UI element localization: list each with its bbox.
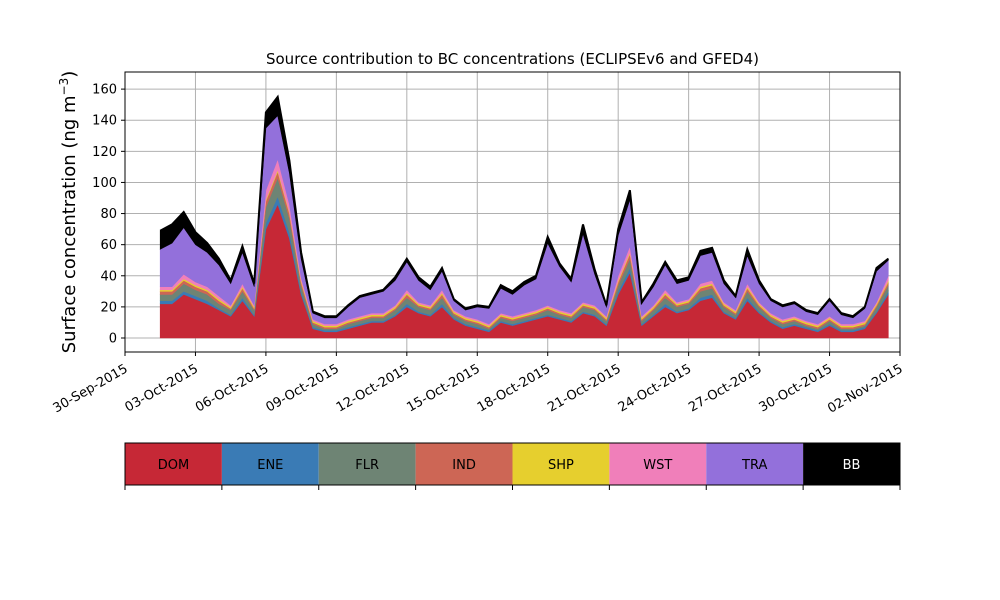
legend-swatch-tra (706, 443, 804, 485)
x-axis: 30-Sep-201503-Oct-201506-Oct-201509-Oct-… (51, 352, 906, 417)
y-axis-label: Surface concentration (ng m−3) (57, 71, 80, 354)
y-tick-label: 0 (109, 332, 117, 347)
legend-label-wst: WST (643, 458, 672, 473)
legend-label-flr: FLR (355, 458, 379, 473)
stacked-areas (159, 94, 889, 339)
x-tick-label: 15-Oct-2015 (404, 362, 482, 416)
x-tick-label: 27-Oct-2015 (686, 362, 764, 416)
legend-swatch-shp (512, 443, 610, 485)
x-tick-label: 03-Oct-2015 (123, 362, 201, 416)
legend-label-ind: IND (452, 458, 476, 473)
x-tick-label: 02-Nov-2015 (825, 362, 905, 417)
y-tick-label: 120 (92, 145, 117, 160)
legend-label-shp: SHP (548, 458, 574, 473)
x-tick-label: 09-Oct-2015 (263, 362, 341, 416)
y-tick-label: 40 (100, 269, 117, 284)
x-tick-label: 24-Oct-2015 (616, 362, 694, 416)
x-tick-label: 30-Oct-2015 (757, 362, 835, 416)
y-tick-label: 60 (100, 238, 117, 253)
y-tick-label: 100 (92, 176, 117, 191)
legend-swatch-flr (318, 443, 416, 485)
x-tick-label: 12-Oct-2015 (334, 362, 412, 416)
legend-label-bb: BB (843, 458, 861, 473)
y-axis-label-exponent: −3 (57, 78, 71, 96)
x-tick-label: 21-Oct-2015 (545, 362, 623, 416)
legend-label-tra: TRA (741, 458, 767, 473)
legend-label-dom: DOM (158, 458, 189, 473)
chart-title: Source contribution to BC concentrations… (266, 50, 759, 68)
y-tick-label: 140 (92, 114, 117, 129)
x-tick-label: 30-Sep-2015 (51, 362, 131, 417)
x-tick-label: 06-Oct-2015 (193, 362, 271, 416)
legend: DOM ENE FLR IND SHP WST TRA BB (124, 442, 901, 490)
legend-swatch-ene (221, 443, 319, 485)
y-axis-label-close: ) (59, 71, 80, 78)
y-axis-label-main: Surface concentration (ng m (59, 95, 80, 353)
legend-swatch-wst (609, 443, 707, 485)
legend-swatch-ind (415, 443, 513, 485)
legend-swatch-bb (803, 443, 900, 485)
y-tick-label: 20 (100, 300, 117, 315)
x-tick-label: 18-Oct-2015 (475, 362, 553, 416)
y-tick-label: 160 (92, 83, 117, 98)
plot-frame (124, 71, 901, 353)
legend-swatch-dom (125, 443, 222, 485)
y-tick-label: 80 (100, 207, 117, 222)
y-axis: 0 20 40 60 80 100 120 140 160 (92, 83, 125, 347)
legend-label-ene: ENE (257, 458, 283, 473)
total-line (159, 94, 889, 318)
